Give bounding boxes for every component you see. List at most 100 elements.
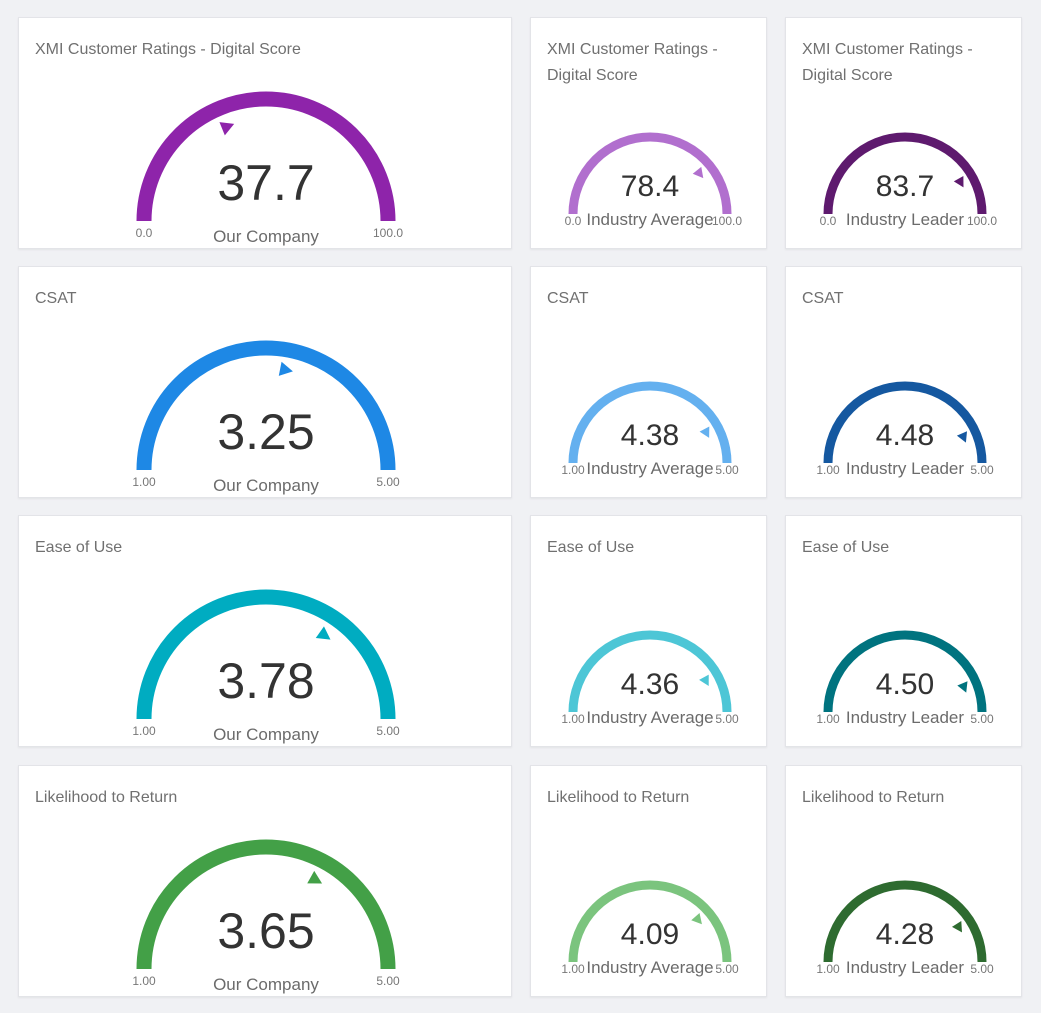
gauge-subtitle: Industry Leader bbox=[846, 459, 964, 478]
gauge-value-label: 4.50 bbox=[876, 668, 934, 701]
gauge-subtitle: Industry Average bbox=[586, 958, 713, 977]
gauge-card-likelihood-to-return-industry-leader: Likelihood to Return 4.28 Industry Leader… bbox=[785, 765, 1022, 997]
gauge-subtitle: Industry Average bbox=[586, 459, 713, 478]
gauge-max-label: 100.0 bbox=[712, 214, 742, 228]
gauge-value-marker bbox=[692, 166, 704, 179]
gauge-value-marker bbox=[956, 431, 967, 443]
gauge-max-label: 5.00 bbox=[970, 962, 994, 976]
gauge-arc bbox=[568, 132, 732, 215]
gauge: 37.7 Our Company 0.0 100.0 bbox=[136, 91, 403, 246]
gauge: 3.65 Our Company 1.00 5.00 bbox=[132, 839, 400, 994]
gauge-value-marker bbox=[307, 870, 323, 884]
gauge-min-label: 0.0 bbox=[820, 214, 837, 228]
gauge-max-label: 5.00 bbox=[715, 712, 739, 726]
gauge-min-label: 1.00 bbox=[132, 974, 156, 988]
gauge-card-likelihood-to-return-industry-average: Likelihood to Return 4.09 Industry Averag… bbox=[530, 765, 767, 997]
gauge-value-label: 3.78 bbox=[217, 653, 314, 709]
gauge: 3.25 Our Company 1.00 5.00 bbox=[132, 340, 400, 495]
gauge-max-label: 5.00 bbox=[970, 463, 994, 477]
gauge-arc bbox=[823, 132, 987, 215]
gauge-subtitle: Industry Leader bbox=[846, 210, 964, 229]
gauge-arc bbox=[823, 630, 987, 713]
gauge-value-marker bbox=[953, 176, 964, 188]
gauge-value-label: 83.7 bbox=[876, 170, 934, 203]
gauge-value-marker bbox=[219, 122, 235, 136]
gauge-value-marker bbox=[951, 920, 962, 933]
gauge-min-label: 1.00 bbox=[132, 724, 156, 738]
gauge-value-label: 4.48 bbox=[876, 419, 934, 452]
gauge-value-label: 3.25 bbox=[217, 404, 314, 460]
gauge-value-label: 4.38 bbox=[621, 419, 679, 452]
gauge-card-digital-score-industry-average: XMI Customer Ratings - Digital Score 78.… bbox=[530, 17, 767, 249]
gauge-card-csat-industry-average: CSAT 4.38 Industry Average 1.00 5.00 bbox=[530, 266, 767, 498]
gauge-min-label: 1.00 bbox=[816, 712, 840, 726]
card-title: CSAT bbox=[35, 290, 77, 307]
gauge-arc bbox=[568, 381, 732, 464]
gauge-subtitle: Our Company bbox=[213, 725, 319, 744]
gauge-card-ease-of-use-our-company: Ease of Use 3.78 Our Company 1.00 5.00 bbox=[18, 515, 512, 747]
gauge-arc bbox=[136, 589, 396, 720]
card-title: Likelihood to Return bbox=[35, 789, 178, 806]
gauge-subtitle: Our Company bbox=[213, 227, 319, 246]
gauge-subtitle: Industry Leader bbox=[846, 708, 964, 727]
gauge-min-label: 1.00 bbox=[561, 712, 585, 726]
gauge: 3.78 Our Company 1.00 5.00 bbox=[132, 589, 400, 744]
card-title: Ease of Use bbox=[35, 539, 123, 556]
card-title: Ease of Use bbox=[547, 539, 635, 556]
gauge-subtitle: Industry Average bbox=[586, 210, 713, 229]
card-title: XMI Customer Ratings - Digital Score bbox=[35, 41, 301, 58]
gauge-value-marker bbox=[699, 426, 710, 438]
gauge-arc bbox=[568, 880, 732, 963]
gauge-card-digital-score-industry-leader: XMI Customer Ratings - Digital Score 83.… bbox=[785, 17, 1022, 249]
gauge-value-marker bbox=[278, 361, 293, 376]
gauge-value-label: 4.36 bbox=[621, 668, 679, 701]
gauge-arc bbox=[136, 91, 396, 222]
card-title: XMI Customer Ratings - Digital Score bbox=[547, 41, 718, 84]
gauge-arc bbox=[568, 630, 732, 713]
gauge-min-label: 1.00 bbox=[816, 463, 840, 477]
gauge-value-marker bbox=[691, 913, 702, 925]
gauge-min-label: 1.00 bbox=[561, 962, 585, 976]
gauge-card-csat-our-company: CSAT 3.25 Our Company 1.00 5.00 bbox=[18, 266, 512, 498]
gauge-value-label: 3.65 bbox=[217, 903, 314, 959]
gauge-max-label: 5.00 bbox=[715, 463, 739, 477]
gauge-subtitle: Industry Leader bbox=[846, 958, 964, 977]
gauge-max-label: 5.00 bbox=[376, 974, 400, 988]
card-title: Likelihood to Return bbox=[547, 789, 690, 806]
gauge-card-digital-score-our-company: XMI Customer Ratings - Digital Score 37.… bbox=[18, 17, 512, 249]
gauge-max-label: 5.00 bbox=[715, 962, 739, 976]
gauge-max-label: 5.00 bbox=[970, 712, 994, 726]
gauge-subtitle: Our Company bbox=[213, 476, 319, 495]
gauge-max-label: 5.00 bbox=[376, 475, 400, 489]
gauge-value-marker bbox=[699, 674, 709, 686]
gauge-arc bbox=[136, 839, 396, 970]
card-title: CSAT bbox=[802, 290, 844, 307]
gauge-min-label: 1.00 bbox=[561, 463, 585, 477]
gauge: 83.7 Industry Leader 0.0 100.0 bbox=[820, 132, 997, 229]
gauge-subtitle: Our Company bbox=[213, 975, 319, 994]
gauge: 4.50 Industry Leader 1.00 5.00 bbox=[816, 630, 994, 727]
gauge: 4.28 Industry Leader 1.00 5.00 bbox=[816, 880, 994, 977]
gauge-card-ease-of-use-industry-average: Ease of Use 4.36 Industry Average 1.00 5.00 bbox=[530, 515, 767, 747]
gauge-value-label: 4.09 bbox=[621, 918, 679, 951]
gauge-card-csat-industry-leader: CSAT 4.48 Industry Leader 1.00 5.00 bbox=[785, 266, 1022, 498]
gauge-min-label: 0.0 bbox=[565, 214, 582, 228]
gauge-card-likelihood-to-return-our-company: Likelihood to Return 3.65 Our Company 1.00… bbox=[18, 765, 512, 997]
gauge-arc bbox=[136, 340, 396, 471]
card-title: XMI Customer Ratings - Digital Score bbox=[802, 41, 973, 84]
gauge-min-label: 0.0 bbox=[136, 226, 153, 240]
gauge: 78.4 Industry Average 0.0 100.0 bbox=[565, 132, 742, 229]
gauge-value-label: 4.28 bbox=[876, 918, 934, 951]
gauge-max-label: 100.0 bbox=[967, 214, 997, 228]
gauge-min-label: 1.00 bbox=[816, 962, 840, 976]
card-title: Likelihood to Return bbox=[802, 789, 945, 806]
gauge-subtitle: Industry Average bbox=[586, 708, 713, 727]
card-title: Ease of Use bbox=[802, 539, 890, 556]
gauge-value-marker bbox=[315, 626, 331, 640]
gauge-arc bbox=[823, 880, 987, 963]
gauge-value-label: 37.7 bbox=[217, 155, 314, 211]
gauge-value-marker bbox=[957, 681, 968, 693]
